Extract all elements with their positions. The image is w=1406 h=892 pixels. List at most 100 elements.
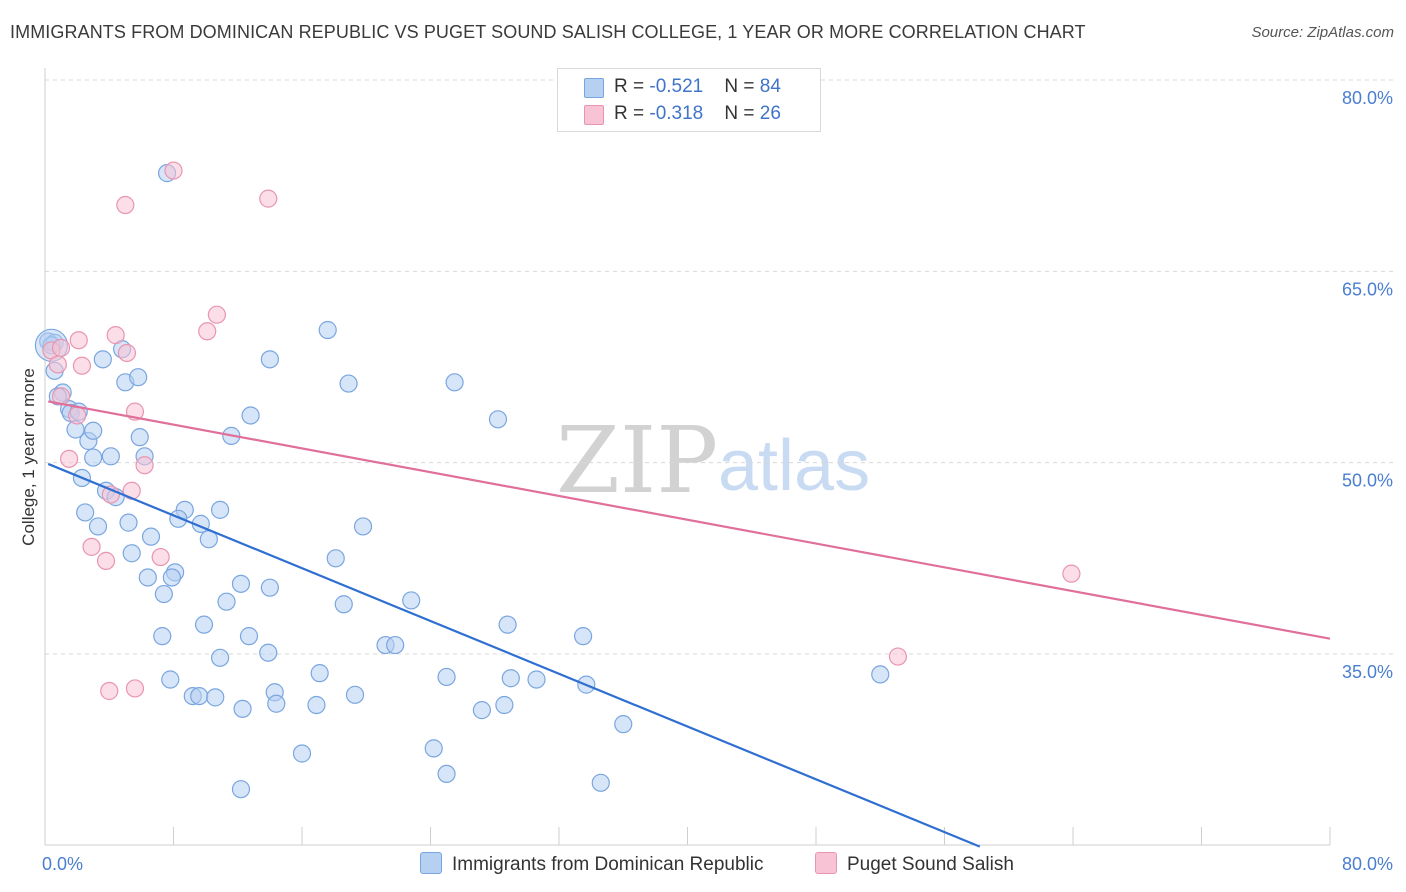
y-tick-label: 80.0% — [1342, 88, 1393, 108]
point-dominican — [310, 664, 329, 683]
point-dominican — [161, 670, 180, 689]
point-dominican — [154, 584, 173, 604]
y-tick-labels: 35.0% 50.0% 65.0% 80.0% — [1342, 88, 1393, 682]
point-dominican — [210, 500, 230, 519]
point-dominican — [501, 669, 520, 688]
point-dominican — [353, 517, 373, 536]
watermark-atlas: atlas — [718, 426, 870, 506]
point-dominican — [231, 780, 251, 799]
point-dominican — [437, 764, 456, 784]
legend-n-label: N = — [724, 103, 760, 124]
point-salish — [48, 355, 67, 374]
point-salish — [198, 322, 217, 341]
point-dominican — [614, 715, 633, 734]
bottom-legend-swatch-dominican — [420, 852, 442, 874]
point-dominican — [498, 615, 517, 634]
point-dominican — [129, 368, 148, 387]
point-dominican — [190, 686, 209, 706]
point-salish — [259, 189, 278, 208]
point-dominican — [326, 549, 345, 568]
point-dominican — [141, 527, 161, 546]
point-dominican — [527, 670, 546, 689]
y-tick-label: 65.0% — [1342, 279, 1393, 299]
legend-n-value: 26 — [759, 103, 781, 124]
chart-title: IMMIGRANTS FROM DOMINICAN REPUBLIC VS PU… — [10, 22, 1086, 42]
point-dominican — [424, 739, 443, 758]
point-salish — [117, 343, 137, 363]
trend-line-dominican — [47, 462, 981, 848]
point-salish — [888, 647, 908, 666]
legend-r-value: -0.521 — [649, 76, 704, 97]
x-tick-labels: 0.0% 80.0% — [42, 854, 1393, 874]
bottom-legend-label-salish: Puget Sound Salish — [847, 854, 1014, 875]
point-dominican — [334, 595, 353, 614]
point-dominican — [495, 695, 514, 715]
legend-n-label: N = — [724, 76, 760, 97]
point-salish — [135, 456, 154, 475]
point-salish — [59, 449, 79, 468]
point-dominican — [217, 592, 236, 611]
point-salish — [96, 551, 116, 570]
point-dominican — [206, 688, 225, 707]
point-dominican — [231, 574, 251, 593]
point-dominican — [402, 591, 421, 610]
point-dominican — [472, 701, 491, 720]
series-salish-points — [42, 161, 1081, 701]
trend-lines — [47, 400, 1331, 848]
point-dominican — [119, 513, 138, 532]
point-salish — [151, 547, 170, 567]
point-dominican — [386, 635, 405, 655]
point-dominican — [871, 665, 890, 684]
bottom-legend-swatch-salish — [815, 852, 837, 874]
point-dominican — [76, 503, 95, 522]
point-dominican — [259, 643, 278, 662]
legend-swatch-salish — [584, 105, 604, 125]
bottom-legend-label-dominican: Immigrants from Dominican Republic — [452, 854, 764, 875]
point-dominican — [210, 648, 230, 667]
legend-r-label: R = — [614, 76, 650, 97]
point-dominican — [239, 627, 259, 646]
axes — [44, 68, 1331, 846]
point-salish — [164, 161, 183, 180]
point-dominican — [88, 517, 108, 536]
point-dominican — [292, 744, 312, 763]
point-dominican — [101, 447, 120, 466]
point-dominican — [260, 578, 279, 597]
point-salish — [207, 305, 226, 324]
point-salish — [106, 326, 125, 345]
x-tick-label: 0.0% — [42, 854, 83, 874]
point-dominican — [93, 350, 112, 369]
point-dominican — [345, 685, 365, 704]
point-dominican — [260, 350, 279, 369]
legend-swatch-dominican — [584, 78, 604, 98]
point-salish — [51, 338, 71, 357]
point-dominican — [241, 406, 260, 425]
point-dominican — [267, 694, 286, 713]
legend-r-value: -0.318 — [649, 103, 704, 124]
series-dominican-points — [34, 164, 890, 799]
x-tick-label: 80.0% — [1342, 854, 1393, 874]
bottom-legend-salish: Puget Sound Salish — [815, 852, 1014, 876]
point-salish — [1062, 564, 1081, 583]
point-salish — [72, 356, 92, 375]
watermark: ZIP atlas — [556, 407, 870, 514]
point-dominican — [233, 699, 252, 718]
y-tick-label: 50.0% — [1342, 471, 1393, 491]
point-salish — [82, 537, 101, 556]
point-dominican — [591, 773, 610, 792]
source-label: Source: ZipAtlas.com — [1251, 24, 1394, 41]
point-dominican — [162, 568, 181, 587]
point-dominican — [84, 448, 103, 467]
point-salish — [69, 331, 88, 350]
y-axis-label: College, 1 year or more — [19, 368, 38, 546]
trend-line-salish — [48, 400, 1331, 640]
point-dominican — [153, 627, 172, 646]
point-dominican — [130, 428, 149, 447]
watermark-zip: ZIP — [556, 407, 718, 514]
legend-n-value: 84 — [759, 76, 781, 97]
point-dominican — [194, 615, 214, 634]
point-dominican — [437, 667, 456, 687]
point-salish — [116, 195, 135, 215]
point-dominican — [307, 695, 326, 715]
